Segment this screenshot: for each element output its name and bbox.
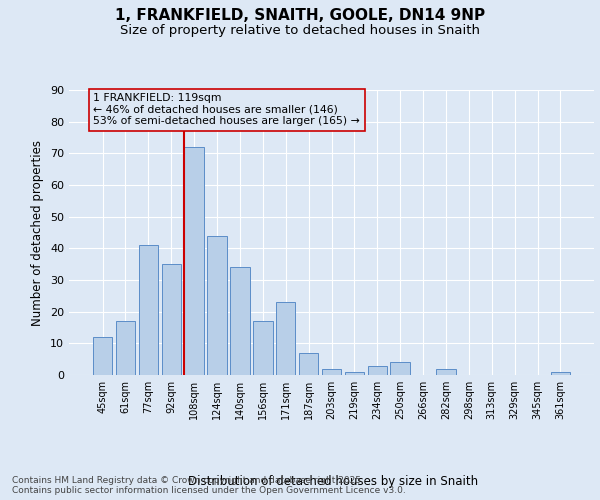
Bar bbox=[436, 368, 455, 375]
Text: 1 FRANKFIELD: 119sqm
← 46% of detached houses are smaller (146)
53% of semi-deta: 1 FRANKFIELD: 119sqm ← 46% of detached h… bbox=[94, 93, 360, 126]
Bar bbox=[322, 368, 341, 375]
Bar bbox=[230, 268, 250, 375]
Text: Contains HM Land Registry data © Crown copyright and database right 2025.
Contai: Contains HM Land Registry data © Crown c… bbox=[12, 476, 406, 495]
Text: 1, FRANKFIELD, SNAITH, GOOLE, DN14 9NP: 1, FRANKFIELD, SNAITH, GOOLE, DN14 9NP bbox=[115, 8, 485, 22]
Y-axis label: Number of detached properties: Number of detached properties bbox=[31, 140, 44, 326]
Bar bbox=[161, 264, 181, 375]
Bar bbox=[276, 302, 295, 375]
Bar bbox=[93, 337, 112, 375]
Bar bbox=[208, 236, 227, 375]
Bar bbox=[368, 366, 387, 375]
Bar bbox=[253, 321, 272, 375]
Bar bbox=[344, 372, 364, 375]
Bar bbox=[184, 147, 204, 375]
Bar bbox=[551, 372, 570, 375]
Bar bbox=[391, 362, 410, 375]
Text: Distribution of detached houses by size in Snaith: Distribution of detached houses by size … bbox=[188, 474, 478, 488]
Bar bbox=[116, 321, 135, 375]
Bar bbox=[139, 245, 158, 375]
Text: Size of property relative to detached houses in Snaith: Size of property relative to detached ho… bbox=[120, 24, 480, 37]
Bar bbox=[299, 353, 319, 375]
